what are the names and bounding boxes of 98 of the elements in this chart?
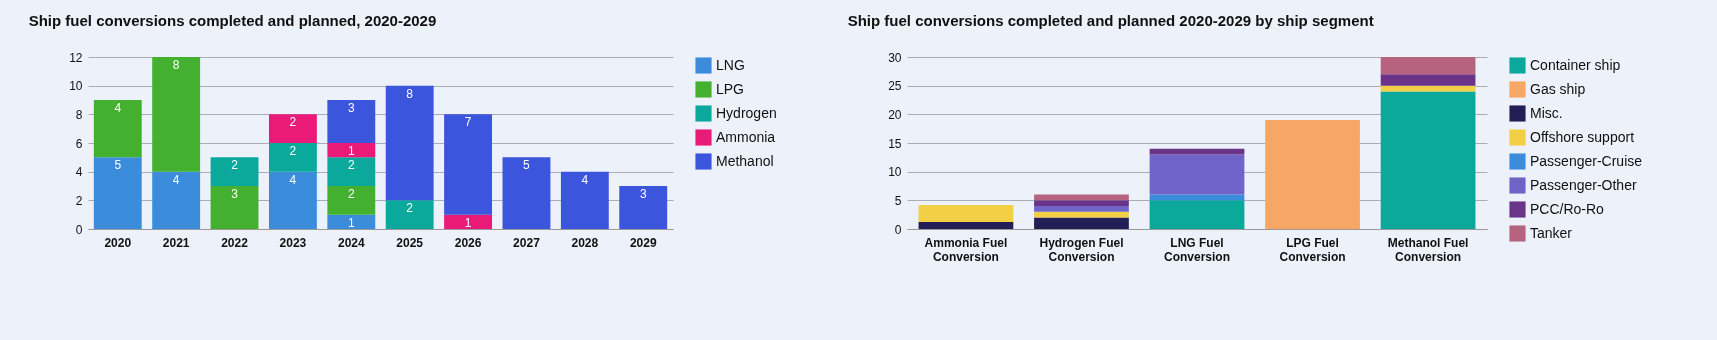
data-label: 8: [406, 86, 414, 101]
legend-label: Passenger-Cruise: [1530, 152, 1643, 169]
bar: [1149, 200, 1245, 229]
y-tick-label: 8: [75, 107, 83, 122]
legend-label: Misc.: [1530, 104, 1563, 121]
data-label: 5: [114, 158, 122, 173]
legend-label: Ammonia: [716, 128, 776, 145]
legend-label: LNG: [716, 56, 745, 73]
bar: [268, 114, 317, 143]
bar: [327, 186, 376, 215]
bar: [268, 143, 317, 172]
x-tick-label: Methanol Fuel Conversion: [1387, 235, 1469, 264]
x-tick-label: 2022: [221, 235, 249, 250]
y-tick-label: 0: [75, 222, 83, 237]
data-label: 3: [231, 187, 239, 201]
data-label: 2: [231, 158, 239, 173]
x-tick-label: 2028: [571, 235, 599, 250]
legend-label: Tanker: [1530, 224, 1573, 241]
x-tick-label: 2027: [513, 235, 541, 250]
y-tick-label: 20: [888, 107, 902, 122]
data-label: 4: [114, 101, 122, 115]
bar: [1034, 211, 1129, 218]
bar: [327, 143, 376, 158]
data-label: 1: [347, 144, 355, 158]
bar: [918, 204, 1014, 223]
legend-label: Container ship: [1530, 56, 1621, 73]
y-tick-label: 12: [69, 50, 83, 65]
y-tick-label: 25: [888, 79, 902, 94]
bar: [93, 157, 142, 229]
data-label: 3: [347, 101, 355, 115]
legend-label: Passenger-Other: [1530, 176, 1637, 193]
x-tick-label: 2023: [279, 235, 307, 250]
bar: [210, 186, 259, 229]
legend-label: LPG: [716, 80, 745, 97]
data-label: 2: [406, 201, 414, 216]
data-label: 2: [289, 115, 297, 130]
legend-label: Gas ship: [1530, 80, 1586, 97]
data-label: 4: [172, 172, 180, 187]
legend-label: Hydrogen: [716, 104, 777, 121]
y-tick-label: 0: [894, 222, 902, 237]
x-tick-label: 2021: [162, 235, 190, 250]
bar: [152, 171, 201, 229]
data-label: 3: [639, 187, 647, 201]
bar: [385, 200, 434, 229]
x-tick-label: 2024: [337, 235, 365, 250]
bar: [1265, 120, 1360, 229]
y-tick-label: 6: [75, 136, 83, 151]
data-label: 1: [347, 215, 355, 230]
bar: [560, 171, 609, 229]
x-tick-label: Ammonia Fuel Conversion: [924, 235, 1008, 264]
y-tick-label: 4: [75, 165, 83, 180]
bar: [1380, 57, 1476, 75]
bar: [619, 186, 668, 229]
bar: [152, 57, 201, 172]
bar: [1380, 91, 1476, 229]
bar: [502, 157, 551, 229]
bar: [444, 214, 493, 229]
bar: [93, 100, 142, 158]
x-tick-label: 2029: [629, 235, 657, 250]
y-tick-label: 30: [888, 50, 902, 65]
data-label: 5: [523, 158, 531, 173]
data-label: 4: [289, 172, 297, 187]
bar: [385, 85, 434, 201]
x-tick-label: LPG Fuel Conversion: [1279, 235, 1346, 264]
chart-title: Ship fuel conversions completed and planned 2020-2029 by ship segment: [847, 12, 1374, 29]
x-tick-label: LNG Fuel Conversion: [1163, 235, 1231, 264]
x-tick-label: 2026: [454, 235, 482, 250]
bar: [1034, 200, 1129, 207]
bar: [268, 171, 317, 229]
bar: [1149, 154, 1245, 195]
data-label: 7: [464, 115, 472, 130]
bar: [327, 100, 376, 143]
legend-label: Offshore support: [1530, 128, 1635, 145]
data-label: 2: [347, 187, 355, 201]
bar: [327, 157, 376, 186]
legend-label: PCC/Ro-Ro: [1530, 200, 1605, 217]
y-tick-label: 2: [75, 193, 83, 208]
chart-title: Ship fuel conversions completed and planned, 2020-2029: [28, 12, 437, 29]
legend-label: Methanol: [716, 152, 774, 169]
bar: [1380, 74, 1476, 86]
data-label: 2: [347, 158, 355, 173]
bar: [918, 222, 1014, 229]
bar: [444, 114, 493, 215]
x-tick-label: 2020: [104, 235, 132, 250]
bar: [210, 157, 259, 186]
bar: [327, 214, 376, 229]
x-tick-label: Hydrogen Fuel Conversion: [1039, 235, 1124, 264]
data-label: 4: [581, 172, 589, 187]
x-tick-label: 2025: [396, 235, 424, 250]
data-label: 2: [289, 144, 297, 158]
bar: [1034, 206, 1129, 212]
bar: [1034, 217, 1129, 229]
data-label: 8: [172, 58, 180, 72]
y-tick-label: 10: [69, 79, 83, 94]
y-tick-label: 15: [888, 136, 902, 151]
data-label: 1: [464, 215, 472, 230]
y-tick-label: 10: [888, 165, 902, 180]
y-tick-label: 5: [894, 193, 902, 208]
